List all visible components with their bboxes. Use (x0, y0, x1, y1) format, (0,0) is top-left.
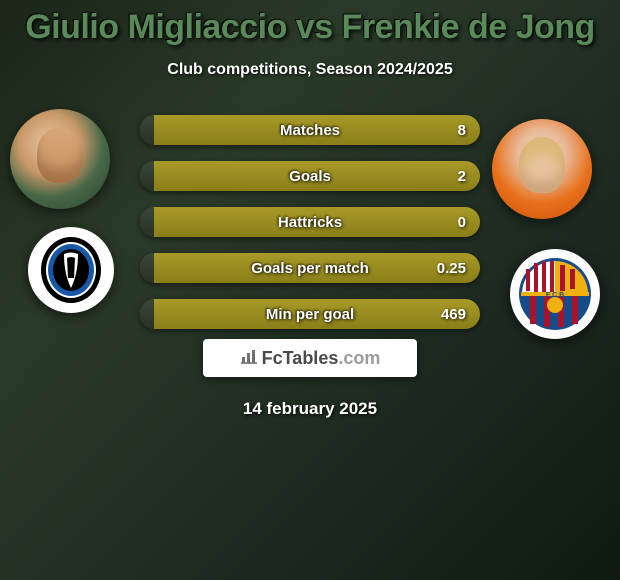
stat-value: 8 (458, 122, 466, 139)
page-title: Giulio Migliaccio vs Frenkie de Jong (0, 0, 620, 47)
barcelona-crest-icon: F C B (518, 257, 592, 331)
player-left-photo (10, 109, 110, 209)
logo-suffix: .com (338, 348, 380, 368)
date-text: 14 february 2025 (0, 399, 620, 419)
stat-row-gpm: Goals per match 0.25 (140, 253, 480, 283)
stat-label: Goals (289, 168, 331, 185)
stat-value: 0 (458, 214, 466, 231)
stat-value: 469 (441, 306, 466, 323)
comparison-card: Giulio Migliaccio vs Frenkie de Jong Clu… (0, 0, 620, 580)
logo-prefix: FcTables (262, 348, 339, 368)
atalanta-crest-icon (40, 236, 102, 304)
player-left-photo-bg (10, 109, 110, 209)
stat-left-fill (140, 299, 154, 329)
player-right-photo-bg (492, 119, 592, 219)
stat-left-fill (140, 207, 154, 237)
stat-left-fill (140, 161, 154, 191)
stat-row-mpg: Min per goal 469 (140, 299, 480, 329)
main-area: F C B Matches 8 Goals 2 Hattricks 0 Goal… (0, 109, 620, 339)
player-right-head (519, 137, 565, 193)
stat-label: Min per goal (266, 306, 354, 323)
stat-row-matches: Matches 8 (140, 115, 480, 145)
subtitle: Club competitions, Season 2024/2025 (0, 61, 620, 79)
player-left-head (37, 127, 83, 183)
stat-row-goals: Goals 2 (140, 161, 480, 191)
club-badge-right: F C B (510, 249, 600, 339)
player-right-photo (492, 119, 592, 219)
svg-text:F C B: F C B (546, 292, 564, 299)
stat-row-hattricks: Hattricks 0 (140, 207, 480, 237)
stat-label: Goals per match (251, 260, 369, 277)
stat-left-fill (140, 253, 154, 283)
logo-text: FcTables.com (262, 348, 381, 369)
chart-icon (240, 348, 258, 369)
stat-label: Hattricks (278, 214, 342, 231)
stat-value: 2 (458, 168, 466, 185)
club-badge-left (28, 227, 114, 313)
stat-value: 0.25 (437, 260, 466, 277)
stat-left-fill (140, 115, 154, 145)
stat-label: Matches (280, 122, 340, 139)
stats-column: Matches 8 Goals 2 Hattricks 0 Goals per … (140, 115, 480, 345)
